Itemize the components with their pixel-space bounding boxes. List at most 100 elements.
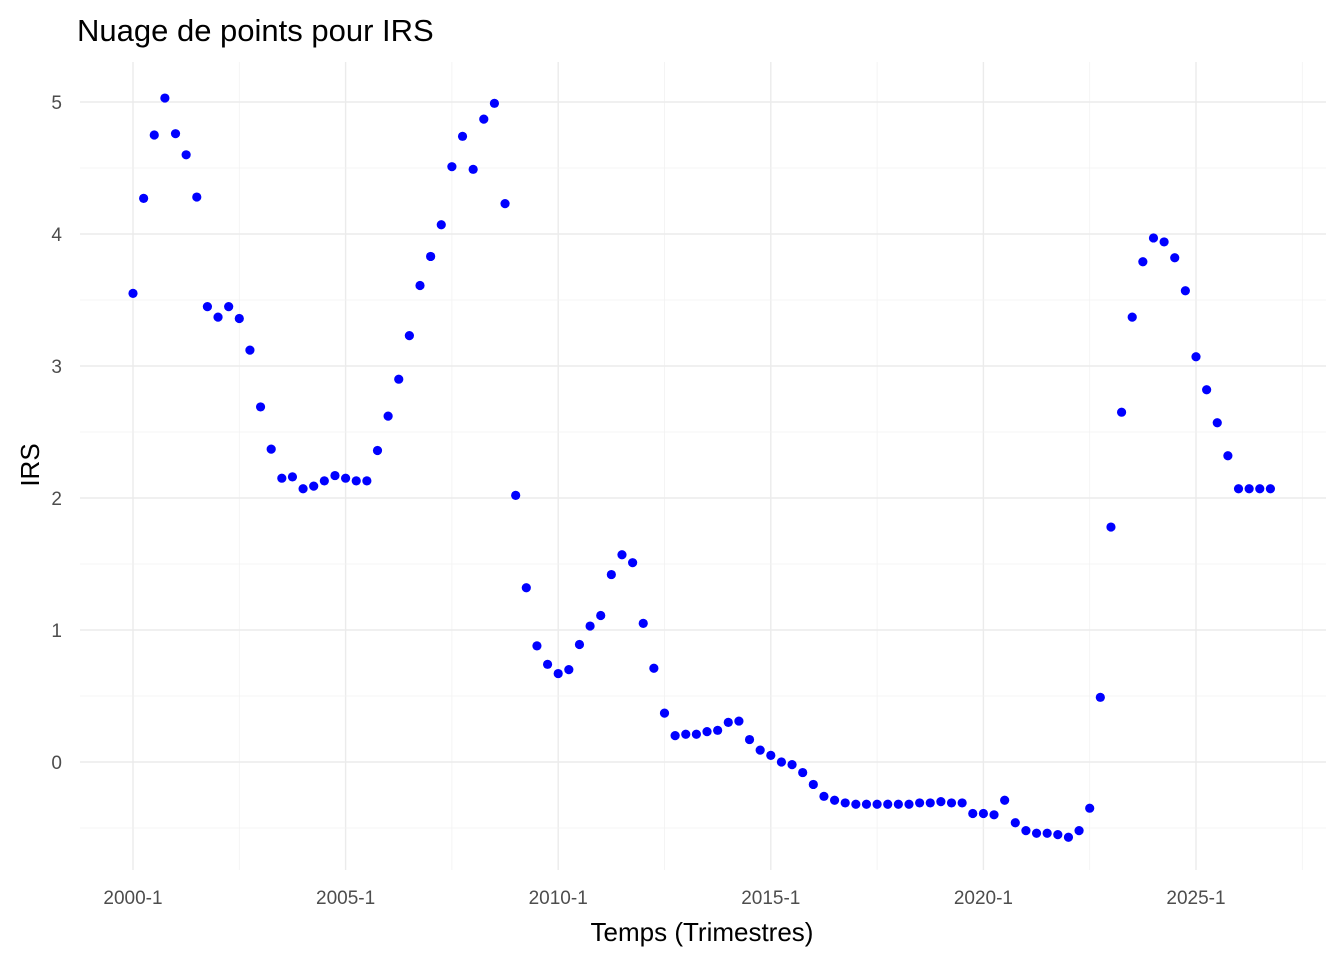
data-point [234,313,244,324]
x-axis-title: Temps (Trimestres) [591,917,814,947]
data-point [404,331,414,341]
data-point [1170,253,1180,263]
data-point [202,302,213,312]
data-point [489,98,500,108]
chart-title: Nuage de points pour IRS [77,13,434,48]
data-point [936,797,946,807]
data-point [893,799,903,809]
data-point [1244,484,1254,494]
data-point [702,727,712,737]
data-point [330,470,340,481]
data-point [574,639,585,650]
data-point [606,569,616,580]
data-point [638,618,648,629]
data-point [766,750,776,761]
data-point [1255,484,1265,494]
data-point [1127,312,1137,322]
data-point [1180,286,1190,296]
data-point [436,220,446,230]
tick-labels: 2000-1 2005-1 2010-1 2015-1 2020-1 2025-1 0 1 2 3… [51,93,1225,909]
data-point [415,280,425,291]
data-point [1021,826,1031,836]
data-point [628,558,638,568]
data-point [468,164,478,174]
data-point [978,808,989,819]
data-point [691,729,701,739]
data-point [245,345,255,355]
data-point [532,641,542,651]
y-tick-label: 4 [51,225,62,246]
data-point [192,192,202,202]
data-point [500,199,510,209]
data-point [946,798,957,808]
data-point [989,810,999,820]
data-point [787,760,797,770]
data-point [925,798,935,808]
data-point [287,472,298,482]
data-point [277,473,287,483]
data-point [1159,237,1169,247]
data-point [829,795,840,805]
data-point [1138,257,1148,267]
data-point [298,484,308,494]
data-point [542,659,553,669]
data-point [808,779,818,790]
data-point [128,288,138,298]
data-point [861,799,872,809]
data-point [511,490,521,500]
data-point [659,708,670,718]
data-point [362,476,372,486]
data-point [755,745,765,755]
data-point [149,130,159,140]
data-point [585,621,595,631]
data-point [1233,484,1244,494]
data-point [723,717,733,728]
x-tick-label: 2000-1 [103,888,162,909]
data-point [521,583,531,593]
data-point [224,302,234,312]
data-point [798,767,808,778]
x-tick-label: 2015-1 [741,888,800,909]
data-point [819,791,829,801]
data-point [255,402,266,412]
data-point [617,550,627,560]
data-point [394,374,404,384]
y-tick-label: 1 [51,621,62,642]
data-point [372,445,383,456]
data-point [904,799,914,809]
data-point [447,162,457,172]
y-tick-label: 2 [51,489,62,510]
grid [80,62,1326,870]
data-point [309,481,319,491]
data-point [1031,828,1042,838]
data-point [596,610,606,621]
data-point [915,798,925,808]
data-point [341,473,351,483]
x-tick-label: 2010-1 [529,888,588,909]
data-point [383,411,393,421]
data-point [1191,352,1201,362]
data-point [170,129,181,139]
data-point [213,312,223,322]
data-point [957,798,967,808]
data-point [1223,451,1233,461]
data-point [553,668,563,679]
data-point [266,444,276,454]
x-tick-label: 2025-1 [1166,888,1225,909]
data-point [319,476,329,486]
data-point [968,808,978,819]
data-point [426,251,436,262]
data-point [776,757,787,767]
data-point [1116,407,1127,417]
data-point [883,799,893,809]
y-tick-label: 0 [51,753,62,774]
x-tick-label: 2020-1 [954,888,1013,909]
data-point [744,734,755,745]
data-point [1095,692,1105,702]
y-axis-title: IRS [15,443,45,486]
data-point [713,725,723,735]
data-point [681,729,691,739]
data-point [734,716,744,726]
data-point [1042,828,1052,838]
